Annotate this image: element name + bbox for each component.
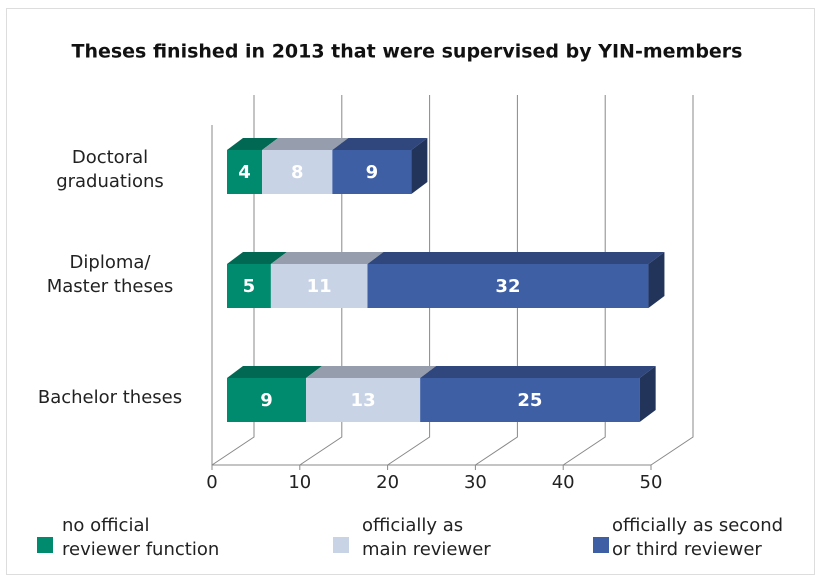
legend-label: officially as main reviewer <box>362 515 491 560</box>
grid-line <box>299 95 343 466</box>
legend-swatch <box>37 537 53 553</box>
bar-segment <box>227 252 287 308</box>
legend-label: officially as second or third reviewer <box>612 515 784 560</box>
y-tick-label: Doctoral graduations <box>56 147 164 192</box>
value-label: 13 <box>351 390 376 411</box>
bar-top <box>420 366 656 378</box>
grid-line <box>562 95 606 466</box>
bar-front <box>306 378 421 422</box>
legend-swatch <box>333 537 349 553</box>
bar-segment <box>227 138 279 194</box>
value-label: 25 <box>517 390 542 411</box>
grid-line <box>387 95 431 466</box>
legend-swatch <box>593 537 609 553</box>
bar-top <box>367 252 665 264</box>
grid-line <box>475 95 518 466</box>
bar-top <box>227 138 279 150</box>
grid-line <box>211 95 255 466</box>
value-label: 9 <box>260 390 273 411</box>
bar-side <box>411 138 428 194</box>
x-tick-label: 50 <box>640 472 663 493</box>
bar-top <box>227 252 287 264</box>
bar-front <box>367 264 649 308</box>
x-tick-label: 20 <box>376 472 399 493</box>
bar-front <box>227 264 271 308</box>
value-label: 32 <box>495 276 520 297</box>
legend-label: no official reviewer function <box>62 515 220 560</box>
bar-top <box>262 138 349 150</box>
grid-line <box>650 95 694 466</box>
bar-side <box>648 252 665 308</box>
value-label: 8 <box>291 162 304 183</box>
y-tick-label: Diploma/ Master theses <box>46 252 174 297</box>
bar-segment <box>306 366 437 422</box>
bar-front <box>270 264 368 308</box>
value-label: 5 <box>243 276 256 297</box>
x-tick-label: 0 <box>206 472 217 493</box>
bar-front <box>262 150 333 194</box>
bar-front <box>227 150 263 194</box>
bar-front <box>332 150 412 194</box>
bar-segment <box>227 366 323 422</box>
bar-segment <box>262 138 349 194</box>
value-label: 11 <box>307 276 332 297</box>
bar-segment <box>332 138 428 194</box>
x-tick-label: 30 <box>464 472 487 493</box>
chart-title: Theses finished in 2013 that were superv… <box>71 41 742 63</box>
value-label: 4 <box>238 162 251 183</box>
y-tick-label: Bachelor theses <box>37 387 183 408</box>
bar-top <box>270 252 384 264</box>
bar-front <box>227 378 307 422</box>
bar-side <box>639 366 656 422</box>
bar-segment <box>270 252 384 308</box>
bar-top <box>332 138 428 150</box>
bar-top <box>227 366 323 378</box>
bar-top <box>306 366 437 378</box>
bar-segment <box>367 252 665 308</box>
value-label: 9 <box>366 162 379 183</box>
x-tick-label: 10 <box>288 472 311 493</box>
bar-front <box>420 378 640 422</box>
x-tick-label: 40 <box>552 472 575 493</box>
bar-segment <box>420 366 656 422</box>
